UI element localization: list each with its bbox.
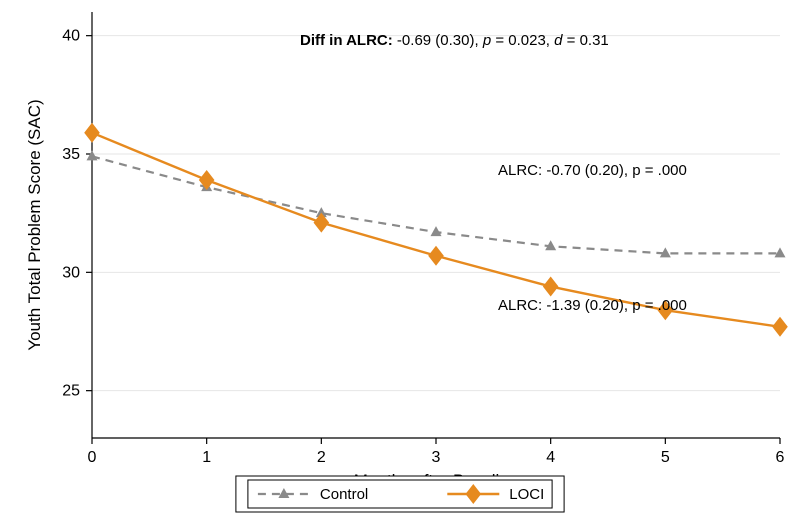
legend-label-control: Control — [320, 486, 368, 503]
chart-container: 253035400123456Months after BaselineYout… — [0, 0, 800, 530]
legend-label-loci: LOCI — [509, 486, 544, 503]
annotation-diff: Diff in ALRC: -0.69 (0.30), p = 0.023, d… — [300, 32, 609, 49]
svg-text:0: 0 — [88, 449, 97, 466]
y-axis-title: Youth Total Problem Score (SAC) — [25, 99, 44, 350]
svg-text:40: 40 — [62, 28, 80, 45]
svg-text:2: 2 — [317, 449, 326, 466]
annotation-control: ALRC: -0.70 (0.20), p = .000 — [498, 162, 687, 179]
svg-text:25: 25 — [62, 383, 80, 400]
svg-text:6: 6 — [776, 449, 785, 466]
line-chart: 253035400123456Months after BaselineYout… — [0, 0, 800, 530]
svg-text:30: 30 — [62, 264, 80, 281]
svg-text:5: 5 — [661, 449, 670, 466]
svg-text:3: 3 — [432, 449, 441, 466]
svg-text:35: 35 — [62, 146, 80, 163]
svg-text:1: 1 — [202, 449, 211, 466]
annotation-loci: ALRC: -1.39 (0.20), p = .000 — [498, 297, 687, 314]
svg-text:4: 4 — [546, 449, 555, 466]
legend: Control LOCI — [236, 476, 564, 512]
